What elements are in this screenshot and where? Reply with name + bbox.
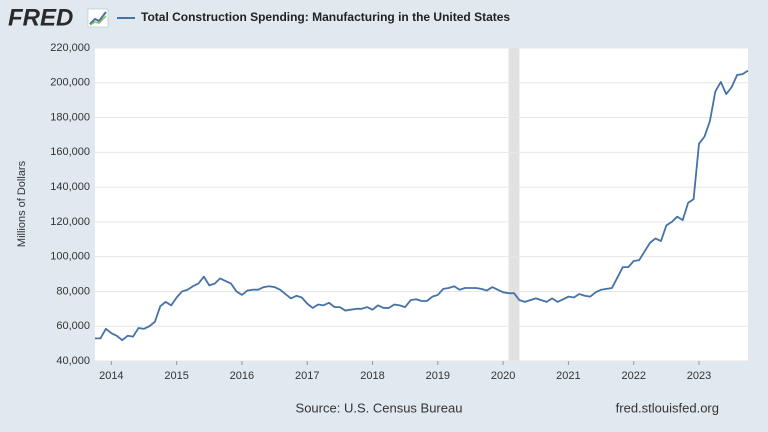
x-tick-label: 2023 xyxy=(687,370,711,382)
y-tick-label: 100,000 xyxy=(50,251,90,263)
brand-logo[interactable]: FRED xyxy=(8,4,73,31)
y-tick-label: 140,000 xyxy=(50,181,90,193)
x-tick-label: 2022 xyxy=(621,370,645,382)
x-tick-label: 2021 xyxy=(556,370,580,382)
x-tick-label: 2019 xyxy=(426,370,450,382)
y-tick-label: 80,000 xyxy=(56,285,90,297)
y-tick-label: 220,000 xyxy=(50,42,90,54)
x-tick-label: 2015 xyxy=(164,370,188,382)
y-axis-label: Millions of Dollars xyxy=(16,160,28,247)
y-tick-label: 180,000 xyxy=(50,111,90,123)
x-tick-label: 2014 xyxy=(99,370,123,382)
data-line xyxy=(95,69,749,342)
x-tick-label: 2016 xyxy=(230,370,254,382)
recession-shade xyxy=(508,48,520,361)
site-url[interactable]: fred.stlouisfed.org xyxy=(616,400,719,415)
x-tick-label: 2020 xyxy=(491,370,515,382)
legend-label: Total Construction Spending: Manufacturi… xyxy=(141,10,510,24)
y-tick-label: 120,000 xyxy=(50,216,90,228)
x-tick-label: 2018 xyxy=(360,370,384,382)
plot-area xyxy=(95,48,748,361)
y-tick-label: 40,000 xyxy=(56,355,90,367)
y-tick-label: 160,000 xyxy=(50,146,90,158)
y-tick-label: 200,000 xyxy=(50,77,90,89)
x-tick-label: 2017 xyxy=(295,370,319,382)
y-tick-label: 60,000 xyxy=(56,320,90,332)
logo-icon xyxy=(87,8,109,28)
source-note: Source: U.S. Census Bureau xyxy=(296,400,463,415)
